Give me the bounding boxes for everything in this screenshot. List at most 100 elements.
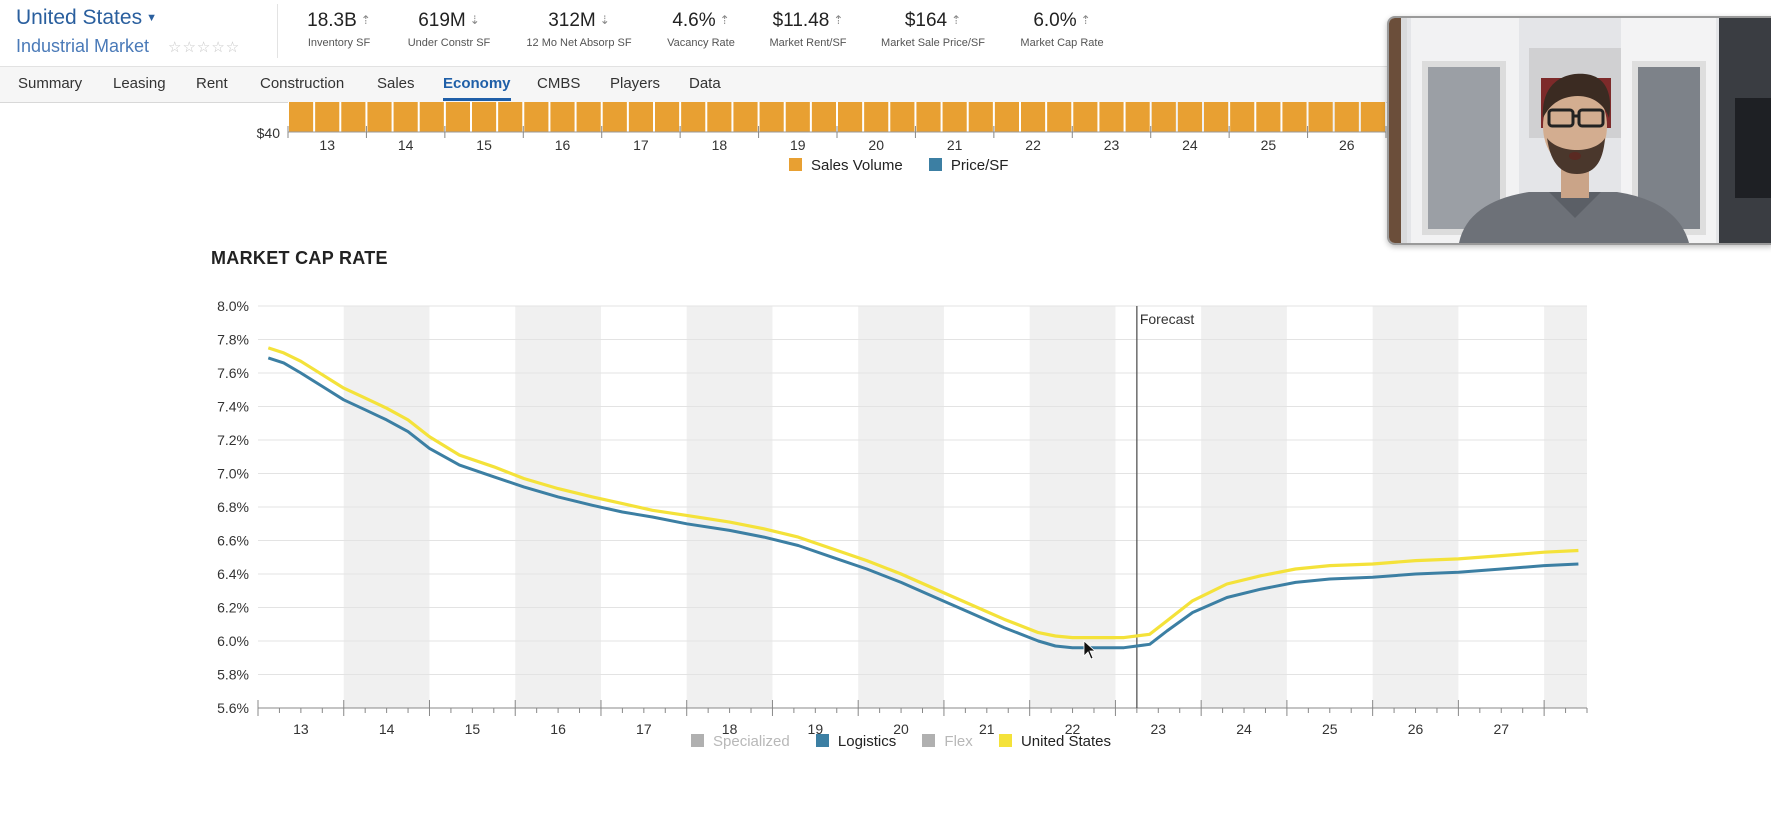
mouse-cursor-icon [1083,640,1097,660]
stat-value: 18.3B [307,10,357,31]
sales-volume-bar[interactable] [1099,102,1124,132]
sales-volume-bar[interactable] [1151,102,1176,132]
tab-economy[interactable]: Economy [443,75,511,92]
stat-market-rent[interactable]: $11.48 ⇡ Market Rent/SF [728,10,888,49]
legend-label: Logistics [837,733,897,750]
cap-y-tick-label: 7.2% [217,432,249,448]
market-selector[interactable]: United States ▼ [16,6,157,30]
sales-volume-bar[interactable] [1230,102,1255,132]
sales-volume-bar[interactable] [733,102,758,132]
cap-y-tick-label: 6.0% [217,633,249,649]
united-states-series-line[interactable] [267,346,1579,640]
sales-volume-bar[interactable] [864,102,889,132]
sales-volume-bar[interactable] [916,102,941,132]
stat-market-sale-price[interactable]: $164 ⇡ Market Sale Price/SF [853,10,1013,49]
sales-volume-bar[interactable] [472,102,497,132]
legend-sales-volume[interactable]: Sales Volume [789,157,903,174]
sales-y-tick-label: $40 [257,125,281,141]
stat-value: 619M [418,10,466,31]
cap-x-tick-label: 16 [550,721,566,737]
sales-x-tick-label: 26 [1339,137,1355,153]
sales-volume-bar[interactable] [524,102,549,132]
tab-data[interactable]: Data [689,75,721,92]
sales-volume-bar[interactable] [655,102,680,132]
sales-volume-bar[interactable] [785,102,810,132]
sales-volume-bar[interactable] [968,102,993,132]
logistics-series-line[interactable] [267,356,1579,650]
arrow-up-icon: ⇡ [1080,13,1091,27]
sales-x-tick-label: 22 [1025,137,1041,153]
sales-volume-bar[interactable] [602,102,627,132]
sales-volume-bar[interactable] [628,102,653,132]
stat-label: Under Constr SF [407,37,491,49]
sales-volume-bar[interactable] [1021,102,1046,132]
sales-volume-bar[interactable] [367,102,392,132]
stat-market-cap-rate[interactable]: 6.0% ⇡ Market Cap Rate [982,10,1142,49]
sales-volume-bar[interactable] [1334,102,1359,132]
sales-volume-bar[interactable] [759,102,784,132]
legend-flex[interactable]: Flex [922,733,973,750]
tab-rent[interactable]: Rent [196,75,228,92]
cap-y-tick-label: 7.4% [217,399,249,415]
sales-volume-bar[interactable] [576,102,601,132]
sales-volume-bar[interactable] [419,102,444,132]
cap-x-tick-label: 23 [1151,721,1167,737]
stat-inventory[interactable]: 18.3B ⇡ Inventory SF [259,10,419,49]
sales-volume-bar[interactable] [1282,102,1307,132]
cap-y-tick-label: 5.6% [217,700,249,716]
sales-volume-bar[interactable] [445,102,470,132]
legend-swatch [928,158,942,171]
legend-united-states[interactable]: United States [998,733,1111,750]
sales-x-tick-label: 20 [868,137,884,153]
market-subtitle[interactable]: Industrial Market [16,36,150,56]
stat-value: 4.6% [672,10,716,31]
sales-volume-bar[interactable] [1308,102,1333,132]
sales-volume-bar[interactable] [811,102,836,132]
tab-sales[interactable]: Sales [377,75,415,92]
sales-x-tick-label: 21 [947,137,963,153]
tab-leasing[interactable]: Leasing [113,75,166,92]
cap-x-tick-label: 22 [1065,721,1081,737]
sales-volume-bar[interactable] [289,102,314,132]
legend-logistics[interactable]: Logistics [815,733,897,750]
sales-volume-bar[interactable] [838,102,863,132]
legend-price-sf[interactable]: Price/SF [928,157,1009,174]
sales-x-tick-label: 24 [1182,137,1198,153]
sales-volume-bar[interactable] [1073,102,1098,132]
sales-volume-bar[interactable] [1177,102,1202,132]
sales-volume-bar[interactable] [393,102,418,132]
tab-summary[interactable]: Summary [18,75,83,92]
sales-volume-bar[interactable] [550,102,575,132]
sales-volume-bar[interactable] [1256,102,1281,132]
sales-volume-bar[interactable] [890,102,915,132]
sales-volume-bar[interactable] [1360,102,1385,132]
legend-label: Price/SF [950,157,1009,174]
sales-volume-bar[interactable] [1125,102,1150,132]
webcam-overlay[interactable] [1387,16,1771,245]
arrow-down-icon: ⇣ [599,13,610,27]
stat-under-construction[interactable]: 619M ⇣ Under Constr SF [369,10,529,49]
sales-volume-bar[interactable] [498,102,523,132]
tab-cmbs[interactable]: CMBS [537,75,581,92]
sales-volume-bar[interactable] [707,102,732,132]
tab-construction[interactable]: Construction [260,75,345,92]
cap-y-tick-label: 6.8% [217,499,249,515]
sales-volume-bar[interactable] [942,102,967,132]
stat-vacancy-rate[interactable]: 4.6% ⇡ Vacancy Rate [621,10,781,49]
sales-volume-bar[interactable] [1047,102,1072,132]
sales-volume-bar[interactable] [341,102,366,132]
legend-specialized[interactable]: Specialized [691,733,790,750]
cap-y-tick-label: 8.0% [217,298,249,314]
stat-value: 312M [548,10,596,31]
sales-legend: Sales Volume Price/SF [789,157,1030,174]
tab-players[interactable]: Players [610,75,661,92]
stat-net-absorption[interactable]: 312M ⇣ 12 Mo Net Absorp SF [499,10,659,49]
legend-swatch [789,158,802,171]
sales-volume-bar[interactable] [1204,102,1229,132]
arrow-up-icon: ⇡ [951,13,962,27]
sales-volume-bar[interactable] [994,102,1019,132]
sales-volume-bar[interactable] [315,102,340,132]
sales-volume-bar[interactable] [681,102,706,132]
star-rating-icon[interactable]: ☆☆☆☆☆ [168,39,241,56]
